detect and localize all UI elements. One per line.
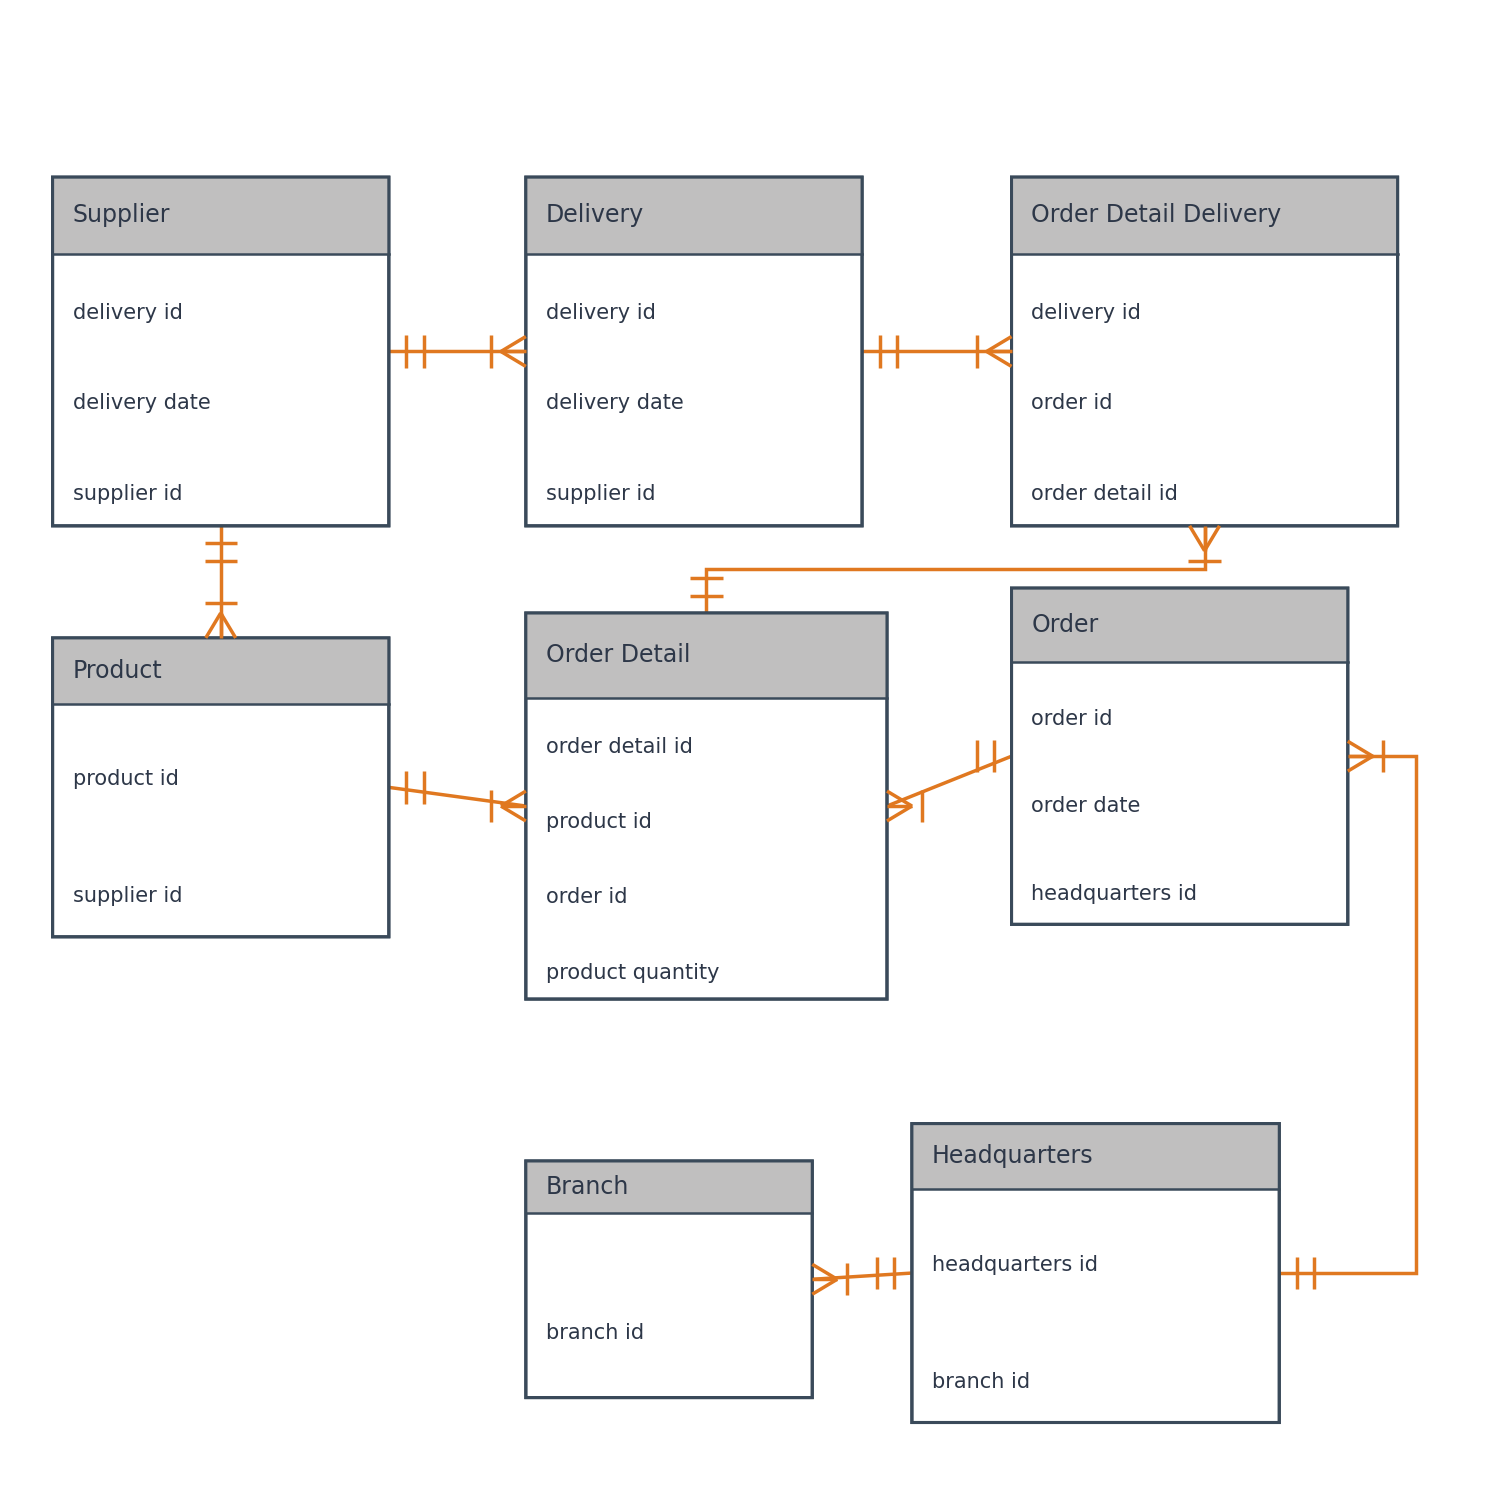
- Text: order detail id: order detail id: [546, 736, 693, 758]
- Text: order id: order id: [1032, 710, 1113, 729]
- Text: Order: Order: [1032, 614, 1098, 638]
- Text: delivery date: delivery date: [72, 393, 210, 414]
- Bar: [526, 177, 862, 254]
- Bar: [1011, 588, 1348, 662]
- Bar: [912, 1124, 1280, 1190]
- Text: product quantity: product quantity: [546, 963, 720, 982]
- Text: Headquarters: Headquarters: [932, 1144, 1094, 1168]
- Text: delivery id: delivery id: [546, 303, 656, 322]
- Text: supplier id: supplier id: [72, 484, 182, 504]
- Text: product id: product id: [72, 770, 178, 789]
- FancyBboxPatch shape: [53, 177, 388, 526]
- Text: Supplier: Supplier: [72, 204, 170, 228]
- Text: Product: Product: [72, 658, 162, 682]
- Text: order id: order id: [546, 888, 627, 908]
- Text: Branch: Branch: [546, 1174, 628, 1198]
- FancyBboxPatch shape: [1011, 177, 1398, 526]
- Text: order detail id: order detail id: [1032, 484, 1179, 504]
- Text: Order Detail Delivery: Order Detail Delivery: [1032, 204, 1281, 228]
- Text: order id: order id: [1032, 393, 1113, 414]
- FancyBboxPatch shape: [912, 1124, 1280, 1422]
- FancyBboxPatch shape: [1011, 588, 1348, 924]
- Bar: [526, 614, 886, 698]
- Text: delivery id: delivery id: [72, 303, 183, 322]
- Text: headquarters id: headquarters id: [1032, 884, 1197, 904]
- Bar: [1011, 177, 1398, 254]
- Text: product id: product id: [546, 812, 651, 832]
- Text: headquarters id: headquarters id: [932, 1256, 1098, 1275]
- Text: branch id: branch id: [546, 1323, 644, 1342]
- Text: delivery date: delivery date: [546, 393, 684, 414]
- Text: Order Detail: Order Detail: [546, 644, 690, 668]
- Bar: [53, 638, 388, 704]
- Text: Delivery: Delivery: [546, 204, 644, 228]
- Bar: [53, 177, 388, 254]
- FancyBboxPatch shape: [526, 177, 862, 526]
- FancyBboxPatch shape: [526, 1161, 813, 1398]
- Bar: [526, 1161, 813, 1214]
- FancyBboxPatch shape: [526, 614, 886, 999]
- FancyBboxPatch shape: [53, 638, 388, 938]
- Text: order date: order date: [1032, 796, 1142, 816]
- Text: delivery id: delivery id: [1032, 303, 1142, 322]
- Text: supplier id: supplier id: [546, 484, 656, 504]
- Text: branch id: branch id: [932, 1371, 1030, 1392]
- Text: supplier id: supplier id: [72, 886, 182, 906]
